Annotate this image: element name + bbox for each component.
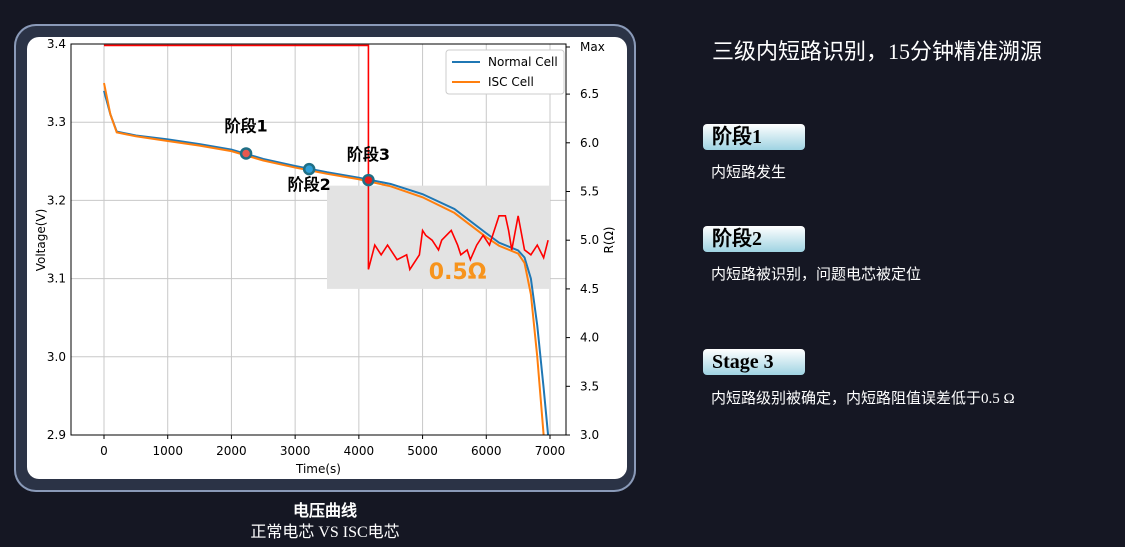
y2-tick-label: 4.0 xyxy=(580,331,599,345)
x-tick-label: 1000 xyxy=(152,444,183,458)
x-tick-label: 2000 xyxy=(216,444,247,458)
legend-label: ISC Cell xyxy=(488,75,534,89)
y-tick-label: 3.2 xyxy=(47,193,66,207)
highlight-region xyxy=(327,185,550,289)
x-axis-label: Time(s) xyxy=(295,462,341,476)
stage-1-badge: 阶段1 xyxy=(703,124,805,150)
y-tick-label: 3.3 xyxy=(47,115,66,129)
caption-title: 电压曲线 xyxy=(292,503,357,520)
y2-tick-label: 4.5 xyxy=(580,282,599,296)
stage-3-desc: 内短路级别被确定，内短路阻值误差低于0.5 Ω xyxy=(711,391,1015,407)
x-tick-label: 4000 xyxy=(344,444,375,458)
y2-tick-label: 3.0 xyxy=(580,428,599,442)
y2-tick-label: 5.5 xyxy=(580,185,599,199)
y2-tick-label: 5.0 xyxy=(580,233,599,247)
x-tick-label: 7000 xyxy=(535,444,566,458)
plot-border xyxy=(70,43,567,436)
x-tick-label: 5000 xyxy=(407,444,438,458)
y2-tick-label: 6.0 xyxy=(580,136,599,150)
y-axis-label: Voltage(V) xyxy=(34,209,48,272)
legend-label: Normal Cell xyxy=(488,55,558,69)
stage-marker-label: 阶段1 xyxy=(225,116,268,135)
x-tick-label: 6000 xyxy=(471,444,502,458)
stage-2-desc: 内短路被识别，问题电芯被定位 xyxy=(711,267,922,283)
stage-marker xyxy=(239,147,253,160)
stage-3-badge: Stage 3 xyxy=(703,349,805,375)
y2-tick-label: 6.5 xyxy=(580,87,599,101)
series-line-1 xyxy=(103,82,545,436)
y2-tick-label: 3.5 xyxy=(580,379,599,393)
series-line-0 xyxy=(103,90,550,436)
x-tick-label: 3000 xyxy=(280,444,311,458)
stage-marker xyxy=(362,173,375,187)
caption-subtitle: 正常电芯 VS ISC电芯 xyxy=(250,524,400,541)
y-tick-label: 2.9 xyxy=(47,428,66,442)
stage-marker-label: 阶段3 xyxy=(347,145,390,164)
y2-axis-label: R(Ω) xyxy=(602,227,616,254)
page-title: 三级内短路识别，15分钟精准溯源 xyxy=(712,39,1043,64)
series-line-2 xyxy=(104,44,549,272)
y-tick-label: 3.0 xyxy=(47,350,66,364)
y-tick-label: 3.4 xyxy=(47,37,66,51)
x-tick-label: 0 xyxy=(100,444,108,458)
y-tick-label: 3.1 xyxy=(47,272,66,286)
highlight-label: 0.5Ω xyxy=(429,260,487,285)
stage-1-desc: 内短路发生 xyxy=(711,165,787,181)
stage-marker xyxy=(302,162,316,176)
y2-tick-label: Max xyxy=(580,40,605,54)
stage-2-badge: 阶段2 xyxy=(703,226,805,252)
stage-marker-label: 阶段2 xyxy=(288,175,331,194)
